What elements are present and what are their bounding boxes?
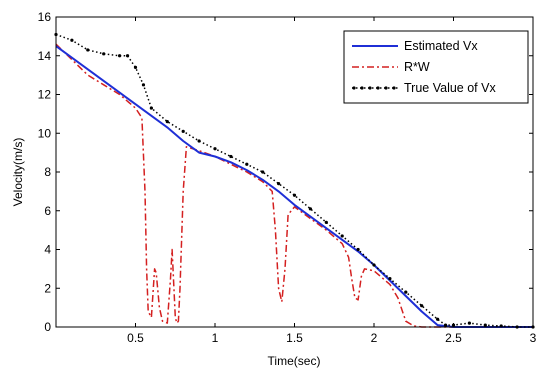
data-point-true-value-of-vx xyxy=(141,83,146,87)
y-tick-label: 16 xyxy=(38,10,52,24)
legend: Estimated Vx R*W True Value of Vx xyxy=(343,30,529,104)
data-point-true-value-of-vx xyxy=(118,54,122,58)
data-point-true-value-of-vx xyxy=(181,129,185,133)
y-tick-label: 2 xyxy=(44,281,51,295)
data-point-true-value-of-vx xyxy=(261,170,265,174)
data-point-true-value-of-vx xyxy=(133,65,138,69)
data-point-true-value-of-vx xyxy=(372,263,376,267)
x-tick-label: 0.5 xyxy=(127,331,144,345)
y-tick-label: 14 xyxy=(38,49,52,63)
data-point-true-value-of-vx xyxy=(292,193,297,197)
y-tick-label: 8 xyxy=(44,165,51,179)
ticks-layer: 0.5 1 1.5 2 2.5 3 0 2 4 6 8 10 12 14 16 xyxy=(38,10,537,345)
data-point-true-value-of-vx xyxy=(229,154,233,159)
legend-marker-true-value-of-vx xyxy=(392,86,396,90)
x-tick-label: 2 xyxy=(371,331,378,345)
data-point-true-value-of-vx xyxy=(340,234,344,238)
data-point-true-value-of-vx xyxy=(467,321,471,325)
data-point-true-value-of-vx xyxy=(70,38,74,42)
data-point-true-value-of-vx xyxy=(308,207,312,211)
y-tick-label: 10 xyxy=(38,126,52,140)
legend-label-r-w: R*W xyxy=(404,60,430,74)
y-tick-label: 4 xyxy=(44,243,51,257)
data-point-true-value-of-vx xyxy=(436,317,440,321)
data-point-true-value-of-vx xyxy=(125,54,130,58)
data-point-true-value-of-vx xyxy=(356,247,360,252)
series-line-r-w xyxy=(55,43,533,328)
y-axis-label: Velocity(m/s) xyxy=(11,138,25,207)
y-tick-label: 0 xyxy=(44,320,51,334)
y-tick-label: 12 xyxy=(38,88,52,102)
legend-marker-true-value-of-vx xyxy=(384,86,388,90)
legend-label-estimated-vx: Estimated Vx xyxy=(404,39,478,53)
data-point-true-value-of-vx xyxy=(420,304,424,308)
data-point-true-value-of-vx xyxy=(197,139,201,143)
data-point-true-value-of-vx xyxy=(388,276,392,281)
y-tick-label: 6 xyxy=(44,204,51,218)
legend-label-true-value-of-vx: True Value of Vx xyxy=(404,81,496,95)
legend-box xyxy=(343,30,529,104)
data-point-true-value-of-vx xyxy=(483,323,487,327)
data-point-true-value-of-vx xyxy=(443,323,448,327)
data-point-true-value-of-vx xyxy=(149,106,153,110)
legend-marker-true-value-of-vx xyxy=(368,86,372,90)
data-point-true-value-of-vx xyxy=(404,290,408,294)
x-axis-label: Time(sec) xyxy=(268,354,321,368)
data-point-true-value-of-vx xyxy=(324,220,328,224)
series-line-true-value-of-vx xyxy=(55,33,533,328)
x-tick-label: 2.5 xyxy=(445,331,462,345)
x-tick-label: 1 xyxy=(212,331,219,345)
data-point-true-value-of-vx xyxy=(102,52,106,56)
data-point-true-value-of-vx xyxy=(245,162,249,166)
data-point-true-value-of-vx xyxy=(277,182,281,186)
legend-marker-true-value-of-vx xyxy=(376,86,380,90)
x-tick-label: 1.5 xyxy=(286,331,303,345)
legend-marker-true-value-of-vx xyxy=(352,86,356,90)
data-point-true-value-of-vx xyxy=(86,48,90,52)
legend-marker-true-value-of-vx xyxy=(360,86,364,90)
data-point-true-value-of-vx xyxy=(213,147,217,151)
x-tick-label: 3 xyxy=(530,331,537,345)
data-point-true-value-of-vx xyxy=(165,120,169,124)
